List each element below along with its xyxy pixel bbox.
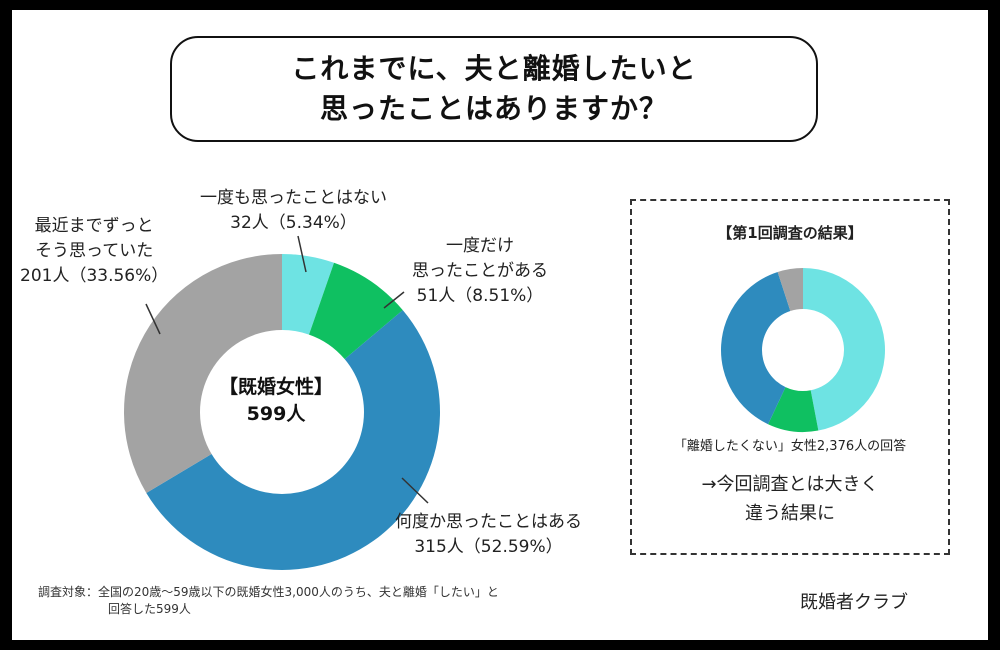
leader-line-always — [145, 303, 161, 335]
label-once-line2: 思ったことがある — [412, 261, 548, 281]
label-once: 一度だけ 思ったことがある 51人（8.51%） — [412, 234, 548, 309]
center-total-label: 599人 — [246, 403, 306, 425]
main-donut-slice-1 — [308, 262, 403, 360]
survey-footnote: 調査対象：全国の20歳〜59歳以下の既婚女性3,000人のうち、夫と離婚「したい… — [38, 584, 499, 618]
side-donut — [721, 268, 885, 432]
previous-survey-note: →今回調査とは大きく 違う結果に — [630, 470, 950, 528]
donut-center-label: 【既婚女性】 599人 — [216, 374, 336, 428]
title-box: これまでに、夫と離婚したいと 思ったことはありますか？ — [170, 36, 818, 142]
leader-line-once — [383, 291, 405, 309]
brand-name: 既婚者クラブ — [800, 592, 908, 613]
label-several-line2: 315人（52.59%） — [414, 537, 563, 557]
side-donut-slice-1 — [768, 387, 819, 432]
main-donut-slice-2 — [146, 310, 440, 570]
label-always-line1: 最近までずっと — [34, 216, 154, 236]
label-never: 一度も思ったことはない 32人（5.34%） — [200, 186, 387, 236]
label-always-line3: 201人（33.56%） — [20, 266, 169, 286]
side-donut-slice-2 — [721, 272, 791, 425]
side-donut-slice-3 — [777, 268, 803, 312]
footnote-line2: 回答した599人 — [108, 602, 191, 616]
leader-line-never — [297, 235, 307, 273]
label-always: 最近までずっと そう思っていた 201人（33.56%） — [20, 214, 168, 289]
previous-survey-note-line1: →今回調査とは大きく — [701, 474, 879, 495]
title-line-2: 思ったことはありますか？ — [319, 92, 668, 125]
label-once-line1: 一度だけ — [446, 236, 514, 256]
main-donut — [123, 254, 440, 570]
label-never-line2: 32人（5.34%） — [230, 213, 357, 233]
label-always-line2: そう思っていた — [35, 241, 154, 261]
label-never-line1: 一度も思ったことはない — [200, 188, 387, 208]
label-several-line1: 何度か思ったことはある — [395, 512, 582, 532]
main-donut-slice-3 — [123, 254, 282, 493]
previous-survey-panel — [630, 199, 950, 555]
footnote-line1: 調査対象：全国の20歳〜59歳以下の既婚女性3,000人のうち、夫と離婚「したい… — [38, 585, 499, 599]
title-line-1: これまでに、夫と離婚したいと — [291, 52, 697, 85]
previous-survey-caption: 「離婚したくない」女性2,376人の回答 — [673, 439, 907, 454]
center-group-label: 【既婚女性】 — [218, 376, 333, 398]
leader-line-several — [401, 477, 429, 504]
side-donut-slice-0 — [803, 268, 885, 431]
main-donut-slice-0 — [282, 254, 335, 335]
label-once-line3: 51人（8.51%） — [416, 286, 544, 306]
previous-survey-note-line2: 違う結果に — [745, 503, 835, 524]
previous-survey-title: 【第1回調査の結果】 — [717, 224, 863, 242]
leader-lines — [145, 235, 429, 504]
label-several: 何度か思ったことはある 315人（52.59%） — [395, 510, 582, 560]
